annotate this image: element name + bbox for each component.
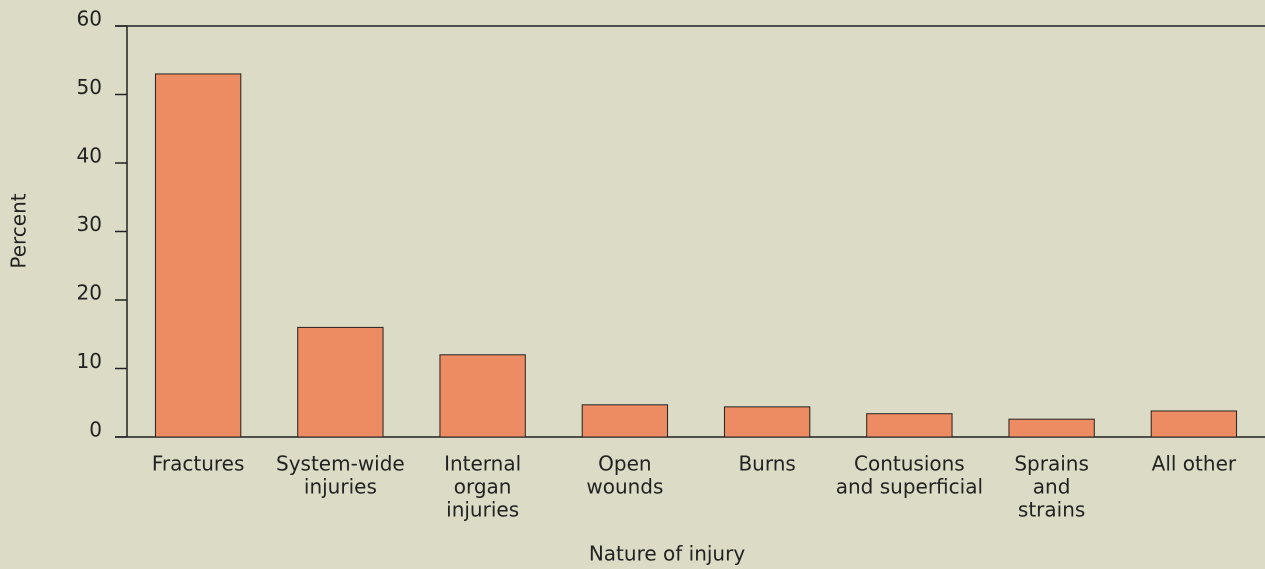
y-tick-label: 0 xyxy=(89,418,102,442)
x-tick-label: and xyxy=(1033,475,1071,499)
x-tick-label: Burns xyxy=(738,452,795,476)
y-axis-label: Percent xyxy=(7,193,31,268)
bar xyxy=(866,413,953,438)
x-tick-label: injuries xyxy=(304,475,377,499)
x-tick-label: and superficial xyxy=(836,475,983,499)
x-tick-label: strains xyxy=(1018,498,1085,522)
x-tick-label: Internal xyxy=(444,452,521,476)
y-tick-label: 50 xyxy=(77,75,102,99)
bar xyxy=(439,354,526,438)
y-tick-label: 10 xyxy=(77,349,102,373)
y-tick-label: 20 xyxy=(77,281,102,305)
bar xyxy=(581,404,669,438)
x-tick-label: injuries xyxy=(446,498,519,522)
bar xyxy=(297,326,384,438)
x-tick-label: Sprains xyxy=(1014,452,1089,476)
x-tick-label: Fractures xyxy=(152,452,245,476)
bar xyxy=(154,73,242,438)
x-tick-label: organ xyxy=(454,475,512,499)
y-tick-label: 30 xyxy=(77,212,102,236)
x-tick-label: All other xyxy=(1152,452,1237,476)
bar xyxy=(1008,418,1095,438)
x-axis-label: Nature of injury xyxy=(589,542,746,566)
x-tick-label: Contusions xyxy=(854,452,965,476)
y-tick-label: 60 xyxy=(77,7,102,31)
bar xyxy=(723,406,811,438)
x-tick-label: System-wide xyxy=(276,452,405,476)
x-tick-label: wounds xyxy=(586,475,663,499)
y-tick-label: 40 xyxy=(77,144,102,168)
bar xyxy=(1150,410,1238,438)
x-tick-label: Open xyxy=(598,452,651,476)
